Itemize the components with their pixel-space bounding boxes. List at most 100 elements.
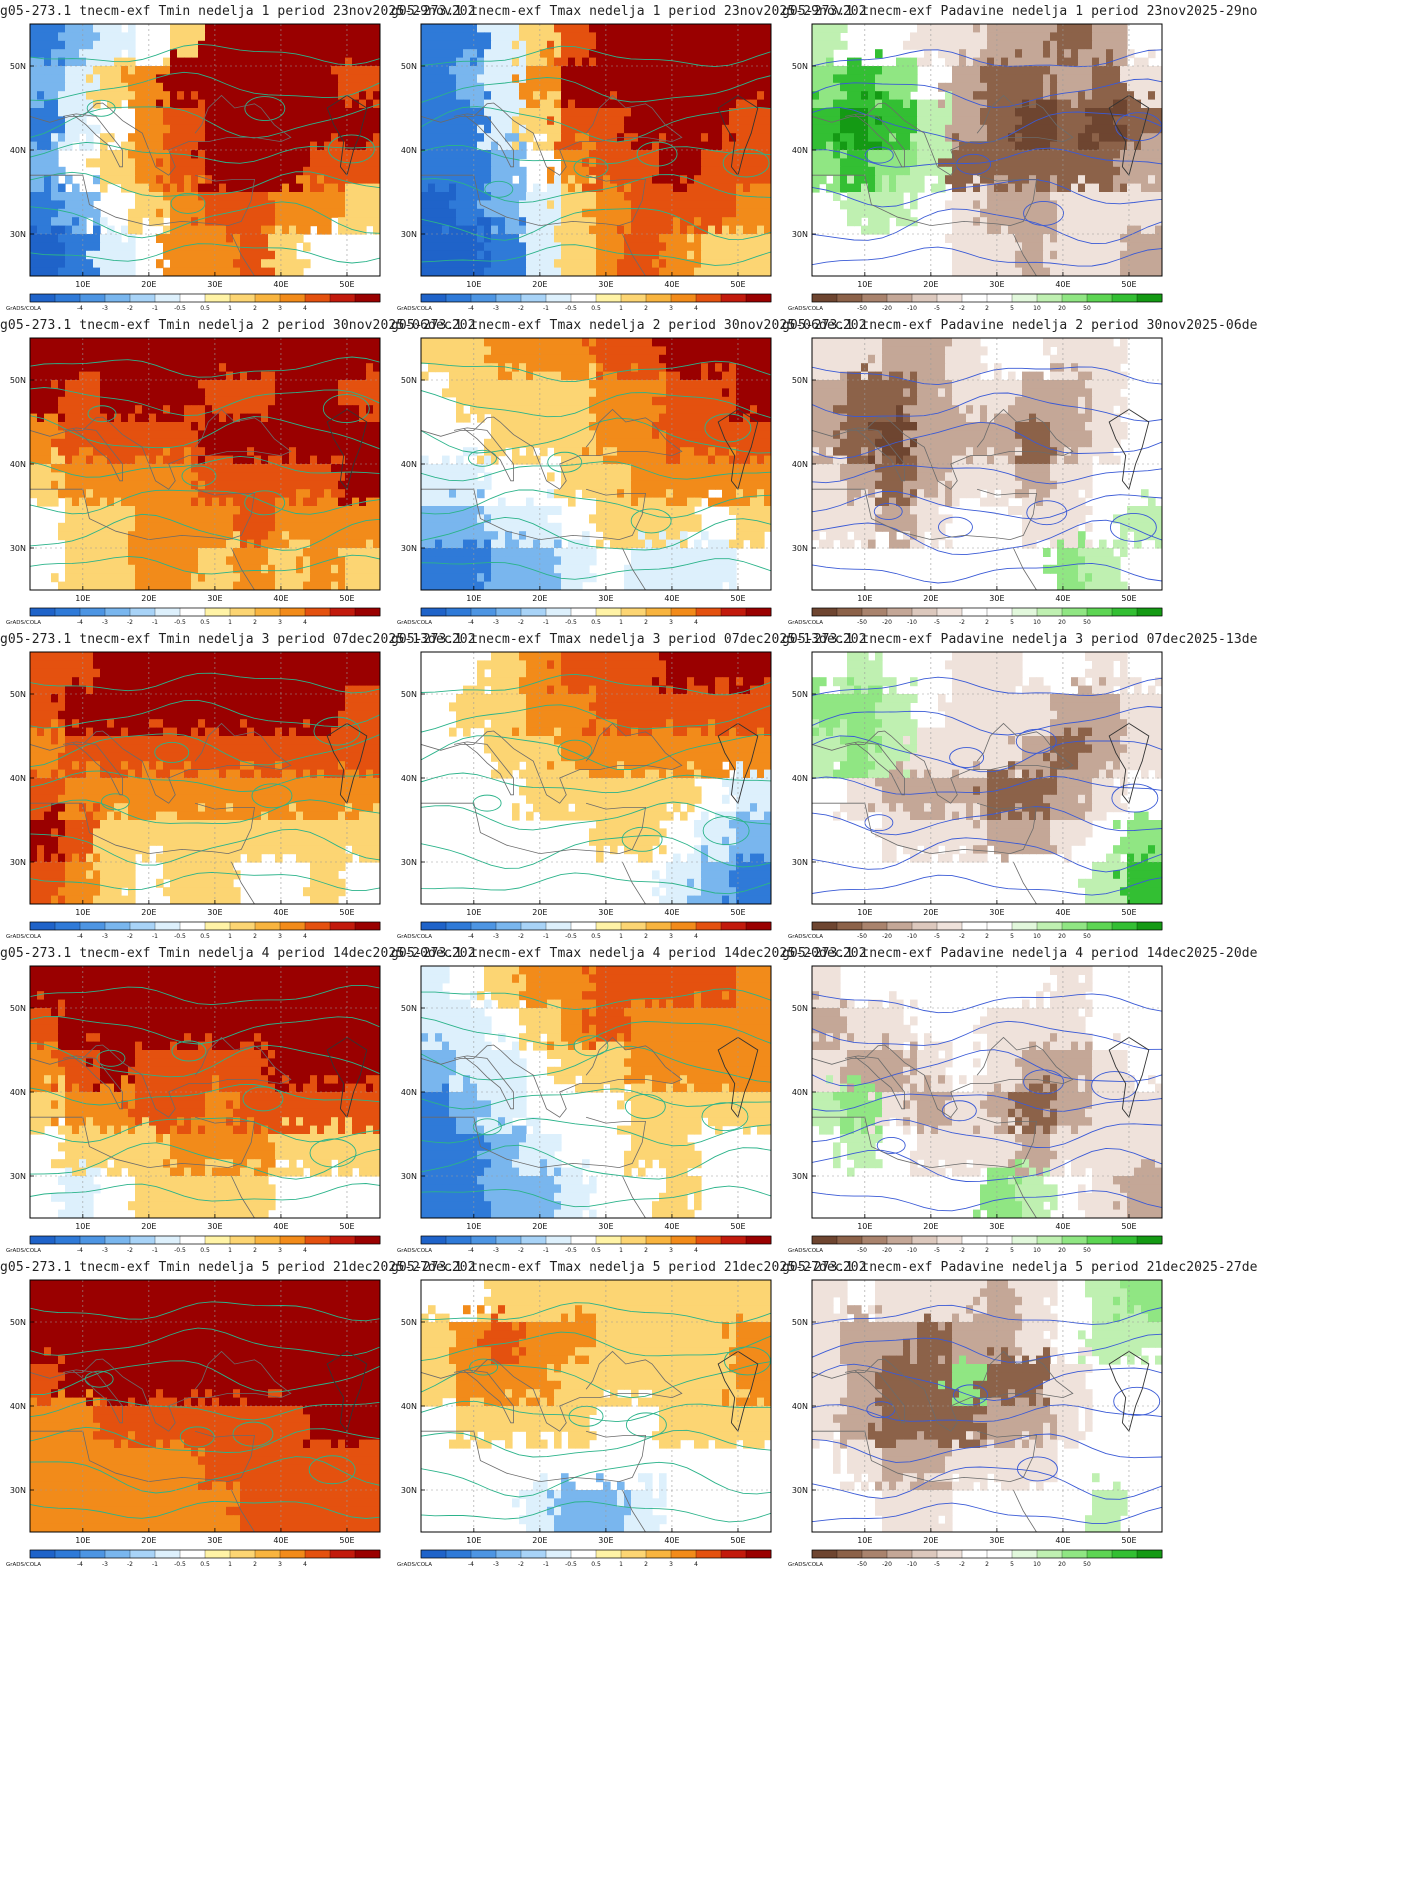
anomaly-cell bbox=[65, 40, 73, 50]
anomaly-cell bbox=[366, 74, 374, 84]
anomaly-cell bbox=[826, 166, 834, 176]
anomaly-cell bbox=[917, 124, 925, 134]
anomaly-cell bbox=[603, 116, 611, 126]
anomaly-cell bbox=[757, 99, 765, 109]
anomaly-cell bbox=[1001, 99, 1009, 109]
anomaly-cell bbox=[1064, 200, 1072, 210]
anomaly-cell bbox=[1099, 225, 1107, 235]
anomaly-cell bbox=[261, 91, 269, 101]
anomaly-cell bbox=[79, 217, 87, 227]
anomaly-cell bbox=[205, 371, 213, 381]
anomaly-cell bbox=[1099, 57, 1107, 67]
anomaly-cell bbox=[240, 40, 248, 50]
anomaly-cell bbox=[743, 267, 751, 276]
contour-line bbox=[421, 244, 771, 266]
anomaly-cell bbox=[58, 49, 66, 59]
anomaly-cell bbox=[1127, 141, 1135, 151]
anomaly-cell bbox=[673, 267, 681, 276]
anomaly-cell bbox=[1099, 40, 1107, 50]
anomaly-cell bbox=[366, 346, 374, 356]
anomaly-cell bbox=[645, 217, 653, 227]
anomaly-cell bbox=[882, 200, 890, 210]
anomaly-cell bbox=[233, 455, 241, 465]
anomaly-cell bbox=[352, 141, 360, 151]
anomaly-cell bbox=[568, 242, 576, 252]
anomaly-cell bbox=[226, 430, 234, 440]
anomaly-cell bbox=[72, 438, 80, 448]
contour-line bbox=[30, 103, 380, 139]
anomaly-cell bbox=[959, 150, 967, 159]
anomaly-cell bbox=[198, 413, 206, 423]
anomaly-cell bbox=[757, 66, 765, 75]
anomaly-cell bbox=[910, 158, 918, 168]
anomaly-cell bbox=[345, 74, 353, 84]
anomaly-cell bbox=[170, 208, 178, 218]
anomaly-cell bbox=[1141, 200, 1149, 210]
anomaly-cell bbox=[652, 66, 660, 75]
anomaly-cell bbox=[456, 32, 464, 42]
anomaly-cell bbox=[854, 192, 862, 201]
anomaly-cell bbox=[1134, 225, 1142, 235]
anomaly-cell bbox=[645, 108, 653, 117]
anomaly-cell bbox=[226, 200, 234, 210]
anomaly-cell bbox=[980, 175, 988, 185]
anomaly-cell bbox=[1113, 57, 1121, 67]
anomaly-cell bbox=[589, 200, 597, 210]
anomaly-cell bbox=[219, 422, 227, 431]
anomaly-cell bbox=[687, 91, 695, 101]
anomaly-cell bbox=[854, 66, 862, 75]
anomaly-cell bbox=[1106, 175, 1114, 185]
anomaly-cell bbox=[1092, 150, 1100, 159]
anomaly-cell bbox=[149, 82, 157, 92]
anomaly-cell bbox=[526, 259, 534, 269]
anomaly-cell bbox=[596, 32, 604, 42]
anomaly-cell bbox=[722, 49, 730, 59]
anomaly-cell bbox=[331, 396, 339, 406]
anomaly-cell bbox=[694, 158, 702, 168]
anomaly-cell bbox=[212, 259, 220, 269]
anomaly-cell bbox=[1092, 234, 1100, 243]
anomaly-cell bbox=[226, 225, 234, 235]
anomaly-cell bbox=[44, 217, 52, 227]
anomaly-cell bbox=[966, 24, 974, 33]
anomaly-cell bbox=[435, 116, 443, 126]
anomaly-cell bbox=[170, 250, 178, 260]
anomaly-cell bbox=[519, 141, 527, 151]
panel-title: g05-273.1 tnecm-exf Padavine nedelja 1 p… bbox=[782, 4, 1257, 19]
anomaly-cell bbox=[840, 175, 848, 185]
anomaly-cell bbox=[477, 116, 485, 126]
anomaly-cell bbox=[505, 234, 513, 243]
anomaly-cell bbox=[44, 388, 52, 398]
anomaly-cell bbox=[1092, 175, 1100, 185]
anomaly-cell bbox=[554, 40, 562, 50]
anomaly-cell bbox=[289, 338, 297, 347]
anomaly-cell bbox=[708, 234, 716, 243]
anomaly-cell bbox=[673, 242, 681, 252]
anomaly-cell bbox=[1155, 74, 1162, 84]
anomaly-cell bbox=[1085, 200, 1093, 210]
anomaly-cell bbox=[1127, 200, 1135, 210]
contour-loop bbox=[722, 148, 770, 178]
anomaly-cell bbox=[526, 66, 534, 75]
anomaly-cell bbox=[170, 338, 178, 347]
anomaly-cell bbox=[310, 200, 318, 210]
anomaly-cell bbox=[142, 438, 150, 448]
anomaly-cell bbox=[373, 108, 380, 117]
anomaly-cell bbox=[1085, 66, 1093, 75]
anomaly-cell bbox=[715, 74, 723, 84]
longitude-label: 50E bbox=[1121, 280, 1136, 289]
anomaly-cell bbox=[72, 225, 80, 235]
anomaly-cell bbox=[324, 363, 332, 373]
anomaly-cell bbox=[435, 32, 443, 42]
colorbar-swatch bbox=[811, 293, 838, 303]
anomaly-cell bbox=[575, 200, 583, 210]
anomaly-cell bbox=[526, 24, 534, 33]
anomaly-cell bbox=[463, 74, 471, 84]
anomaly-cell bbox=[715, 242, 723, 252]
anomaly-cell bbox=[743, 99, 751, 109]
longitude-label: 20E bbox=[532, 280, 547, 289]
anomaly-cell bbox=[617, 32, 625, 42]
anomaly-cell bbox=[421, 166, 429, 176]
anomaly-cell bbox=[58, 74, 66, 84]
anomaly-cell bbox=[366, 99, 374, 109]
